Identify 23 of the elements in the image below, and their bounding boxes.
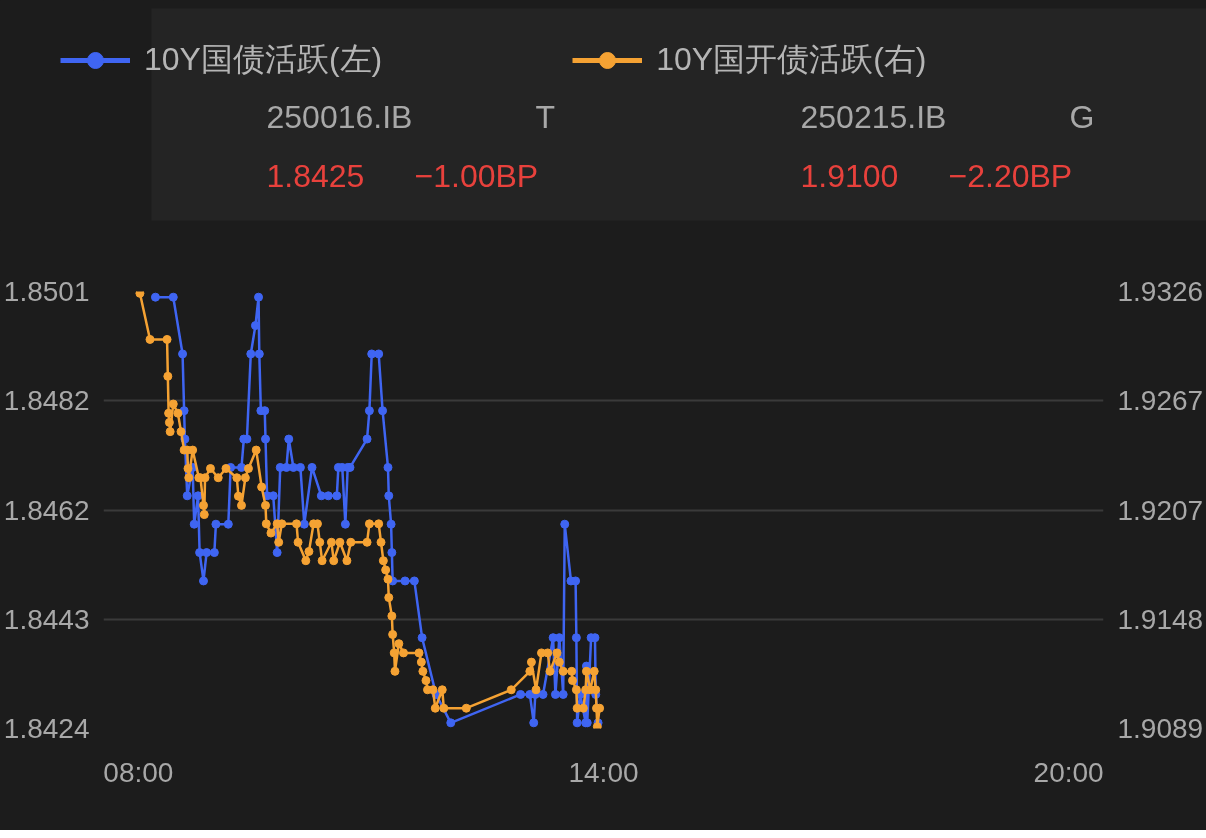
y-tick-label: 1.8462 xyxy=(3,494,90,526)
y-tick-label: 1.8443 xyxy=(3,603,90,635)
y-tick-label: 1.8482 xyxy=(3,385,90,417)
x-tick-label: 20:00 xyxy=(1033,756,1104,788)
text: 1.8425 xyxy=(266,157,365,194)
x-tick-label: 14:00 xyxy=(568,756,639,788)
y-tick-label: 1.8424 xyxy=(3,713,90,744)
y2-tick-label: 1.9089 xyxy=(1117,713,1204,744)
y2-tick-label: 1.9267 xyxy=(1117,385,1204,417)
text: 250215.IB xyxy=(800,98,947,135)
y2-tick-label: 1.9207 xyxy=(1117,494,1204,526)
text: −2.20BP xyxy=(948,157,1073,194)
text: 250016.IB xyxy=(266,98,413,135)
y2-tick-label: 1.9148 xyxy=(1117,603,1204,635)
y2-tick-label: 1.9326 xyxy=(1117,276,1204,307)
text: −1.00BP xyxy=(414,157,539,194)
y-tick-label: 1.8501 xyxy=(3,276,90,307)
text: T xyxy=(535,98,556,135)
text: G xyxy=(1069,98,1095,135)
legend-label: 10Y国债活跃(左) xyxy=(144,40,383,79)
text: 1.9100 xyxy=(800,157,899,194)
x-tick-label: 08:00 xyxy=(103,756,174,788)
legend-label: 10Y国开债活跃(右) xyxy=(656,40,927,79)
